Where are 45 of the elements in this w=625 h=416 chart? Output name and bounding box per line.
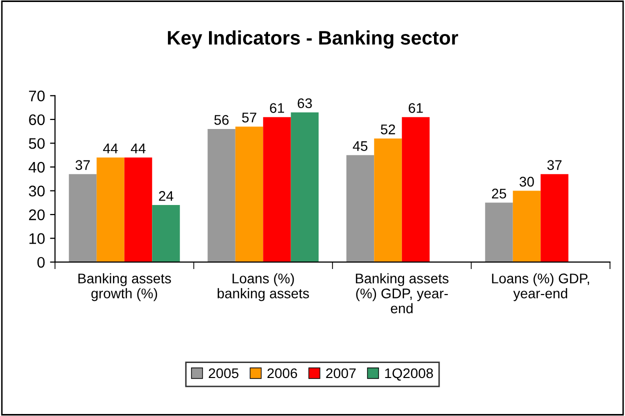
- bar: [96, 157, 124, 262]
- data-label: 24: [158, 191, 174, 201]
- data-label: 37: [547, 160, 562, 170]
- data-label: 30: [520, 176, 534, 187]
- bar: [290, 112, 319, 262]
- data-label: 61: [270, 103, 284, 113]
- bar: [208, 128, 236, 262]
- y-tick-label: 40: [28, 162, 45, 173]
- legend-label: 2005: [208, 368, 238, 378]
- bar: [346, 155, 374, 262]
- data-label: 63: [298, 98, 312, 108]
- y-tick-label: 70: [29, 90, 45, 102]
- bar: [512, 190, 541, 262]
- bar: [374, 138, 402, 262]
- bar: [124, 157, 152, 262]
- bar: [152, 205, 180, 262]
- bar: [263, 117, 291, 262]
- x-tick-label: Banking assets growth (%): [78, 273, 171, 302]
- data-label: 57: [242, 112, 256, 122]
- data-label: 44: [103, 144, 118, 154]
- data-label: 37: [76, 160, 90, 170]
- bar: [540, 174, 568, 262]
- y-tick-label: 30: [28, 186, 45, 196]
- x-tick-label: Banking assets (%) GDP, year- end: [356, 273, 448, 314]
- data-label: 25: [492, 188, 506, 199]
- y-tick-label: 60: [29, 114, 45, 126]
- y-tick-label: 50: [28, 138, 45, 149]
- data-label: 45: [352, 141, 368, 151]
- y-tick-label: 10: [29, 233, 45, 244]
- bar: [402, 117, 430, 262]
- x-tick-label: Loans (%) GDP, year-end: [492, 273, 590, 302]
- legend-label: 2007: [326, 368, 356, 378]
- data-label: 44: [130, 144, 146, 154]
- data-label: 56: [214, 114, 229, 125]
- bar: [68, 174, 97, 262]
- legend-label: 2006: [267, 368, 298, 378]
- y-tick-label: 20: [29, 209, 45, 220]
- bar: [485, 202, 513, 262]
- chart-title: Key Indicators - Banking sector: [168, 30, 458, 49]
- y-tick-label: 0: [37, 256, 45, 268]
- bar: [235, 126, 264, 262]
- x-tick-label: Loans (%) banking assets: [218, 273, 309, 302]
- data-label: 52: [380, 124, 396, 134]
- legend-label: 1Q2008: [385, 368, 433, 381]
- data-label: 61: [408, 103, 423, 113]
